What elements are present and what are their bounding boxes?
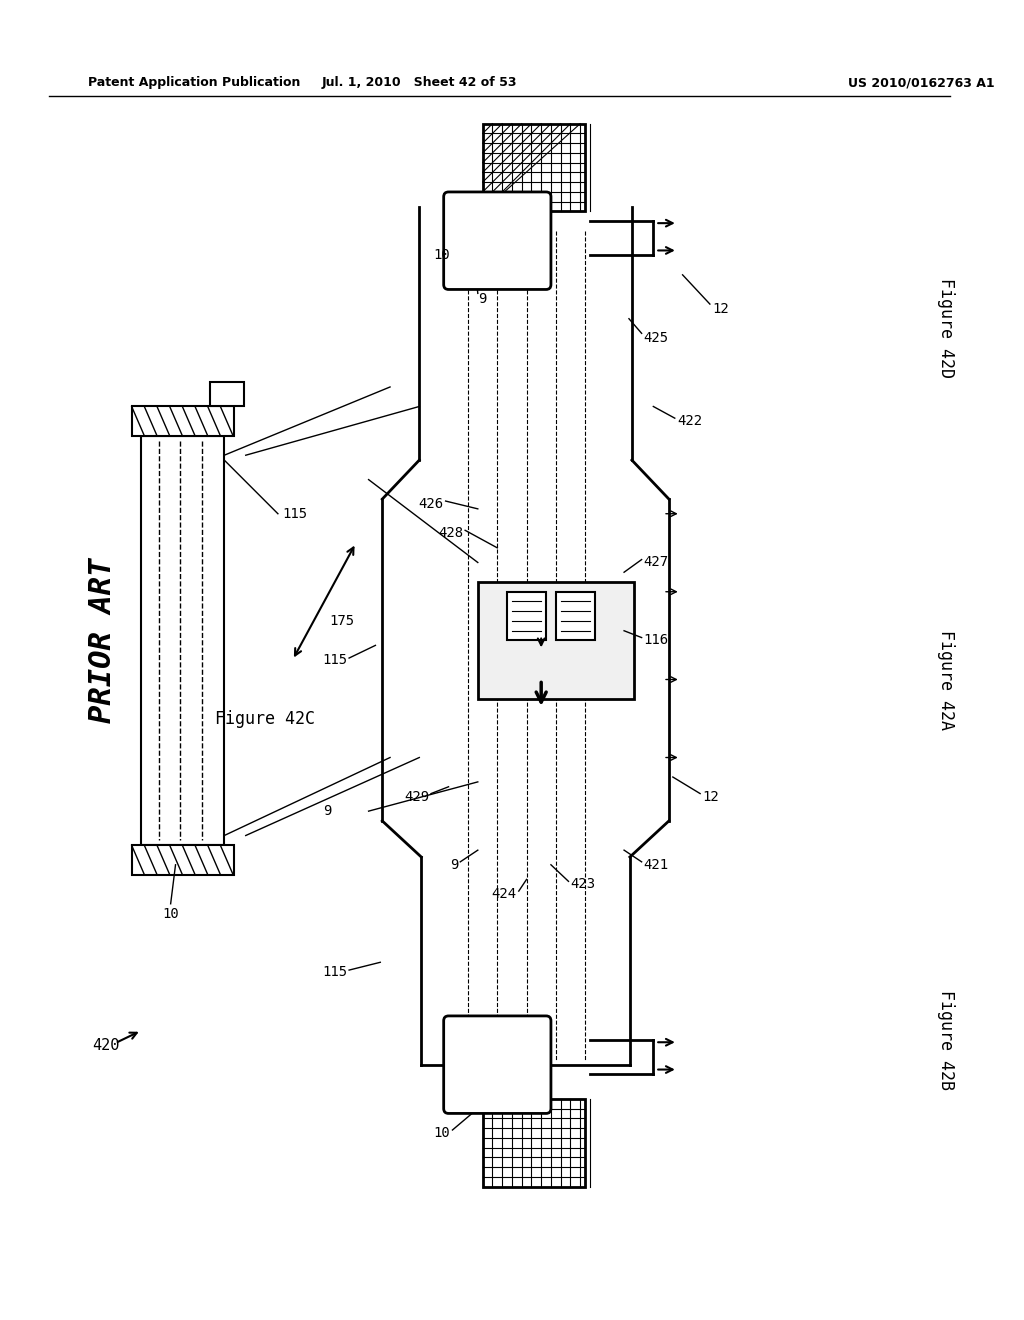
Text: Jul. 1, 2010   Sheet 42 of 53: Jul. 1, 2010 Sheet 42 of 53	[322, 77, 517, 90]
Text: 115: 115	[322, 653, 347, 667]
Bar	[210, 381, 244, 407]
Text: US 2010/0162763 A1: US 2010/0162763 A1	[848, 77, 995, 90]
Text: Figure 42A: Figure 42A	[937, 630, 954, 730]
Bar	[482, 124, 585, 211]
FancyBboxPatch shape	[443, 1016, 551, 1114]
Bar	[478, 582, 634, 700]
Text: 428: 428	[438, 527, 463, 540]
Text: 10: 10	[434, 1126, 451, 1140]
Text: 12: 12	[712, 302, 729, 315]
Text: 115: 115	[283, 507, 308, 520]
Bar	[482, 1098, 585, 1187]
Text: 10: 10	[162, 907, 179, 920]
Text: 425: 425	[643, 331, 669, 346]
Text: 115: 115	[322, 965, 347, 979]
Bar	[141, 436, 224, 845]
Text: 175: 175	[330, 614, 354, 628]
Text: 426: 426	[419, 498, 443, 511]
Text: 10: 10	[434, 248, 451, 263]
Text: Patent Application Publication: Patent Application Publication	[88, 77, 300, 90]
Text: 116: 116	[643, 634, 669, 648]
Bar	[556, 591, 595, 640]
Text: 427: 427	[643, 556, 669, 569]
Text: PRIOR ART: PRIOR ART	[88, 558, 117, 723]
Text: 429: 429	[403, 789, 429, 804]
Text: 423: 423	[570, 878, 596, 891]
Text: 9: 9	[478, 292, 486, 306]
Bar	[132, 845, 234, 875]
Text: 420: 420	[92, 1038, 120, 1052]
Bar	[132, 407, 234, 436]
Bar	[507, 591, 546, 640]
Text: 424: 424	[492, 887, 517, 902]
Text: 422: 422	[678, 414, 702, 428]
FancyBboxPatch shape	[443, 191, 551, 289]
Text: 9: 9	[324, 804, 332, 818]
Text: Figure 42B: Figure 42B	[937, 990, 954, 1090]
Text: 421: 421	[643, 858, 669, 871]
Text: Figure 42D: Figure 42D	[937, 279, 954, 379]
Text: 12: 12	[702, 789, 719, 804]
Text: 9: 9	[450, 858, 459, 871]
Text: Figure 42C: Figure 42C	[214, 710, 314, 727]
